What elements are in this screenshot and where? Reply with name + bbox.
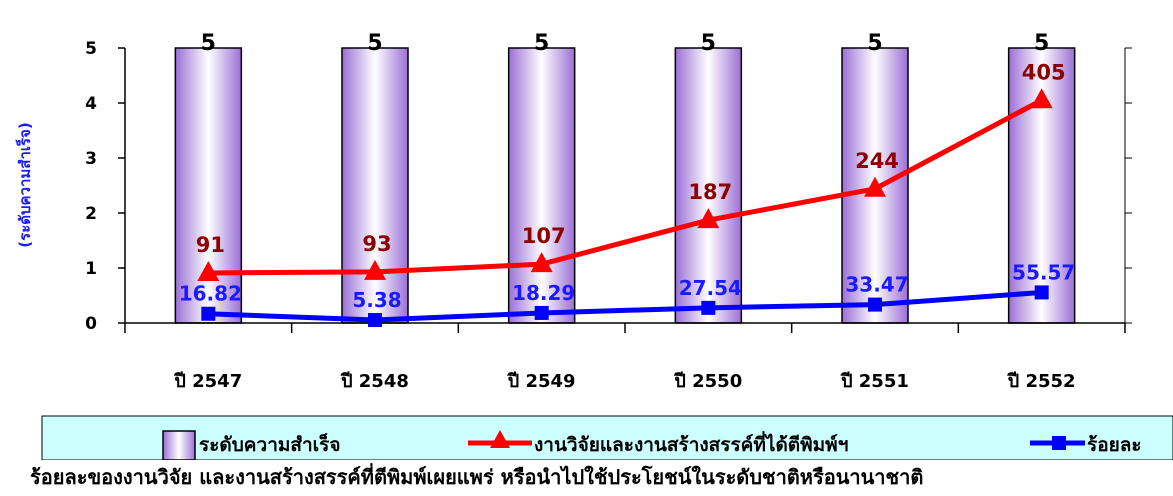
bar-series xyxy=(174,47,1076,324)
bar-value-label: 5 xyxy=(1034,31,1049,56)
red-value-label: 93 xyxy=(362,232,391,256)
data-labels: 5 5 5 5 5 5 91 93 107 187 244 405 16.82 5.38 18.29 27.5… xyxy=(179,31,1076,312)
red-value-label: 405 xyxy=(1022,60,1066,84)
y-tick-label: 5 xyxy=(85,39,97,59)
legend-square-marker xyxy=(1052,436,1066,450)
y-tick-label: 0 xyxy=(85,314,97,334)
blue-value-label: 33.47 xyxy=(845,273,908,297)
bar xyxy=(341,47,409,324)
x-tick-label: ปี 2552 xyxy=(1006,371,1075,392)
x-tick-label: ปี 2551 xyxy=(840,371,909,392)
blue-value-label: 16.82 xyxy=(179,282,242,306)
red-triangle-marker xyxy=(197,260,220,281)
blue-value-label: 27.54 xyxy=(679,276,742,300)
blue-square-marker xyxy=(201,306,216,321)
legend-label-bars: ระดับความสำเร็จ xyxy=(199,432,340,456)
y-tick-label: 2 xyxy=(85,204,97,224)
x-tick-label: ปี 2549 xyxy=(506,371,575,392)
y-tick-label: 3 xyxy=(85,149,97,169)
bar-value-label: 5 xyxy=(201,31,216,56)
blue-value-label: 18.29 xyxy=(512,281,575,305)
legend-label-red: งานวิจัยและงานสร้างสรรค์ที่ได้ตีพิมพ์ฯ xyxy=(534,431,848,456)
legend-label-blue: ร้อยละ xyxy=(1087,434,1142,456)
y-tick-label: 1 xyxy=(85,259,97,279)
red-value-label: 244 xyxy=(855,149,899,173)
red-triangle-marker xyxy=(864,176,886,197)
bar xyxy=(674,47,743,324)
legend-box xyxy=(41,415,1173,460)
blue-square-marker xyxy=(368,313,382,328)
red-value-label: 187 xyxy=(688,180,732,204)
blue-value-label: 5.38 xyxy=(352,288,401,312)
bar-value-label: 5 xyxy=(867,31,882,56)
red-line xyxy=(208,98,1043,276)
red-triangle-marker xyxy=(1030,88,1053,109)
x-tick-label: ปี 2547 xyxy=(173,371,242,392)
y-axis-label: (ระดับความสำเร็จ) xyxy=(15,122,34,247)
legend-triangle-marker xyxy=(490,430,510,448)
red-triangle-marker xyxy=(364,259,386,280)
line-series xyxy=(197,88,1053,328)
red-value-label: 107 xyxy=(522,224,566,248)
x-tick-label: ปี 2550 xyxy=(673,371,742,392)
y-tick-label: 4 xyxy=(85,94,97,114)
red-value-label: 91 xyxy=(196,233,225,257)
y-ticks: 0 1 2 3 4 5 xyxy=(85,39,1132,334)
chart-caption: ร้อยละของงานวิจัย และงานสร้างสรรค์ที่ตีพ… xyxy=(30,465,924,489)
red-triangle-marker xyxy=(697,208,720,229)
blue-value-label: 55.57 xyxy=(1012,260,1075,284)
legend-bar-swatch xyxy=(162,430,196,460)
blue-square-marker xyxy=(701,300,716,315)
x-tick-label: ปี 2548 xyxy=(340,371,409,392)
bar-value-label: 5 xyxy=(534,31,549,56)
bar xyxy=(507,47,576,324)
bar-value-label: 5 xyxy=(367,31,382,56)
legend: ระดับความสำเร็จ งานวิจัยและงานสร้างสรรค์… xyxy=(41,415,1173,460)
bar-value-label: 5 xyxy=(701,31,716,56)
blue-line xyxy=(208,289,1042,323)
blue-square-marker xyxy=(1034,285,1049,300)
blue-square-marker xyxy=(534,305,549,320)
blue-square-marker xyxy=(868,297,882,312)
x-ticks: ปี 2547 ปี 2548 ปี 2549 ปี 2550 ปี 2551 ปี 25… xyxy=(124,323,1126,392)
red-triangle-marker xyxy=(530,252,553,273)
